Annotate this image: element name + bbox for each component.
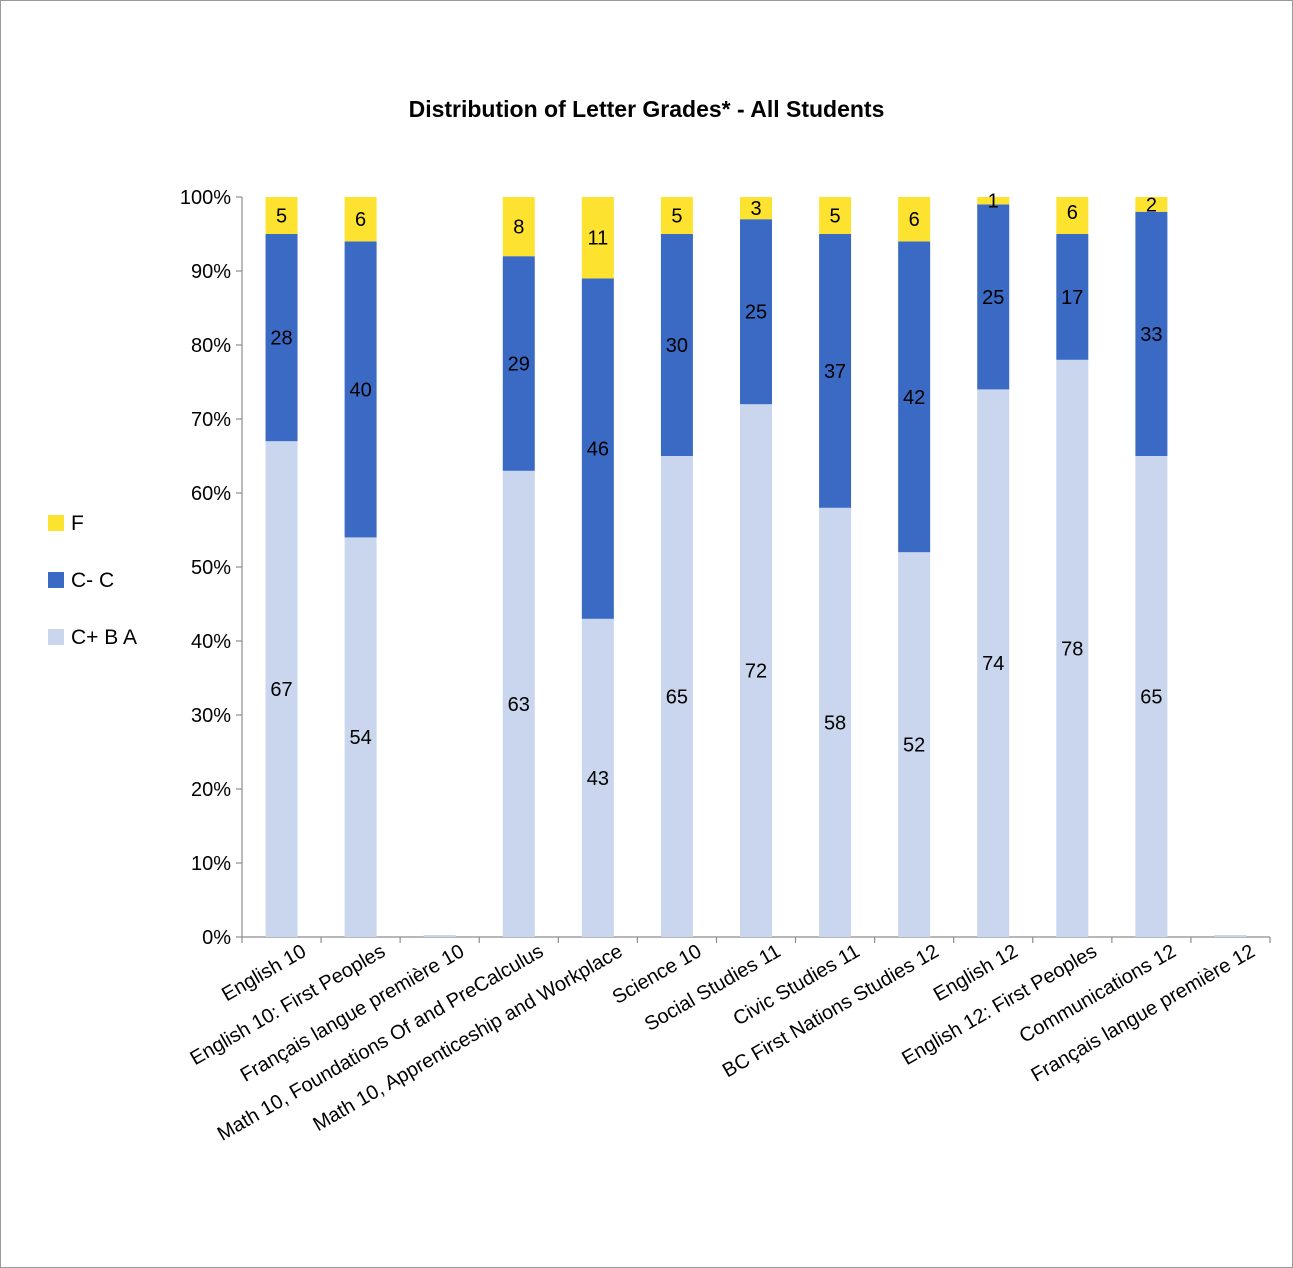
data-label: 65 bbox=[1140, 687, 1162, 709]
bar-segment bbox=[344, 537, 377, 937]
data-label: 37 bbox=[824, 361, 846, 383]
y-tick-label: 100% bbox=[180, 187, 231, 209]
bar-segment bbox=[740, 197, 772, 220]
data-label: 52 bbox=[903, 735, 925, 757]
bar-segment bbox=[1135, 211, 1168, 456]
bar-segment bbox=[740, 404, 772, 937]
data-label: 42 bbox=[903, 387, 925, 409]
legend-swatch bbox=[48, 572, 64, 588]
data-label: 67 bbox=[270, 679, 292, 701]
bar-segment bbox=[977, 204, 1010, 390]
legend-label: F bbox=[71, 512, 84, 535]
bar-empty bbox=[1214, 935, 1247, 937]
data-label: 5 bbox=[830, 206, 841, 228]
bar-segment bbox=[898, 197, 931, 242]
bar-segment bbox=[660, 197, 693, 234]
bar-segment bbox=[265, 234, 298, 442]
data-label: 30 bbox=[666, 335, 688, 357]
bar-segment bbox=[660, 456, 693, 937]
data-label: 8 bbox=[513, 217, 524, 239]
bar-segment bbox=[502, 470, 535, 937]
bar-segment bbox=[977, 197, 1010, 205]
data-label: 40 bbox=[349, 379, 371, 401]
bar-segment bbox=[344, 197, 377, 242]
data-label: 28 bbox=[270, 328, 292, 350]
bar-segment bbox=[265, 441, 298, 937]
bar-segment bbox=[581, 197, 614, 279]
data-label: 3 bbox=[750, 198, 761, 220]
data-label: 46 bbox=[587, 439, 609, 461]
data-label: 6 bbox=[909, 209, 920, 231]
y-tick-label: 80% bbox=[191, 335, 231, 357]
y-tick-label: 40% bbox=[191, 631, 231, 653]
data-label: 1 bbox=[988, 191, 999, 213]
data-label: 2 bbox=[1146, 194, 1157, 216]
bar-segment bbox=[819, 507, 852, 937]
data-label: 11 bbox=[587, 228, 608, 250]
y-tick-label: 0% bbox=[202, 927, 231, 949]
y-tick-label: 60% bbox=[191, 483, 231, 505]
data-label: 58 bbox=[824, 712, 846, 734]
y-tick-label: 90% bbox=[191, 261, 231, 283]
bar-segment bbox=[1135, 456, 1168, 937]
data-label: 33 bbox=[1140, 324, 1162, 346]
bar-segment bbox=[1056, 234, 1089, 360]
data-label: 25 bbox=[745, 302, 767, 324]
bar-segment bbox=[581, 278, 614, 619]
bar-segment bbox=[1135, 197, 1168, 212]
y-tick-label: 30% bbox=[191, 705, 231, 727]
y-tick-label: 50% bbox=[191, 557, 231, 579]
bar-segment bbox=[344, 241, 377, 538]
chart-title: Distribution of Letter Grades* - All Stu… bbox=[408, 96, 885, 122]
data-label: 78 bbox=[1061, 638, 1083, 660]
data-label: 6 bbox=[355, 209, 366, 231]
data-label: 65 bbox=[666, 687, 688, 709]
data-label: 5 bbox=[671, 206, 682, 228]
bar-segment bbox=[740, 219, 772, 405]
data-label: 63 bbox=[508, 694, 530, 716]
data-label: 43 bbox=[587, 768, 609, 790]
bar-segment bbox=[819, 197, 852, 234]
data-label: 54 bbox=[349, 727, 371, 749]
bar-segment bbox=[819, 234, 852, 508]
bar-segment bbox=[898, 552, 931, 937]
bar-segment bbox=[898, 241, 931, 553]
data-label: 29 bbox=[508, 354, 530, 376]
legend-swatch bbox=[48, 629, 64, 645]
x-category-label: Social Studies 11 bbox=[641, 940, 785, 1036]
bar-segment bbox=[502, 197, 535, 257]
bar-empty bbox=[423, 935, 456, 937]
bar-segment bbox=[1056, 197, 1089, 234]
y-tick-label: 10% bbox=[191, 853, 231, 875]
bar-segment bbox=[502, 256, 535, 471]
data-label: 17 bbox=[1061, 287, 1083, 309]
legend-label: C+ B A bbox=[71, 626, 137, 649]
data-label: 72 bbox=[745, 661, 767, 683]
bar-segment bbox=[265, 197, 298, 234]
y-tick-label: 20% bbox=[191, 779, 231, 801]
bar-segment bbox=[581, 618, 614, 937]
data-label: 74 bbox=[982, 653, 1004, 675]
legend-label: C- C bbox=[71, 569, 114, 592]
bar-segment bbox=[1056, 359, 1089, 937]
bar-segment bbox=[977, 389, 1010, 937]
data-label: 25 bbox=[982, 287, 1004, 309]
bar-segment bbox=[660, 234, 693, 456]
data-label: 6 bbox=[1067, 202, 1078, 224]
data-label: 5 bbox=[276, 206, 287, 228]
y-tick-label: 70% bbox=[191, 409, 231, 431]
legend-swatch bbox=[48, 515, 64, 531]
